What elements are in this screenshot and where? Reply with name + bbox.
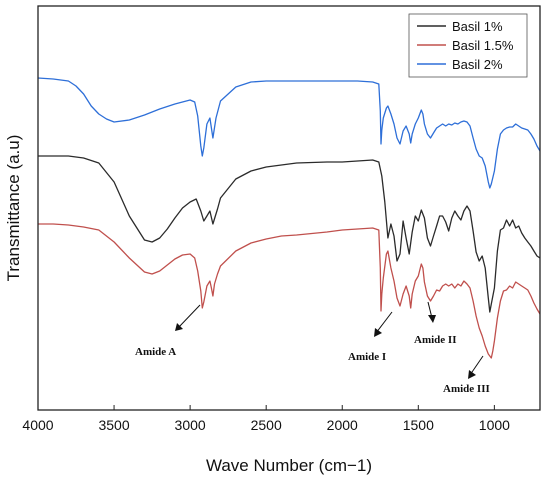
x-tick-label: 2000 — [327, 417, 358, 433]
plot-frame — [37, 5, 541, 411]
legend-label-basil-1: Basil 1% — [452, 19, 503, 34]
arrow-amide-i-head — [374, 328, 382, 337]
annotation-label-amide-i: Amide I — [348, 351, 386, 363]
x-tick-label: 1500 — [403, 417, 434, 433]
series-layer — [37, 77, 541, 359]
annotation-amide-iii: Amide III — [443, 355, 490, 395]
annotation-amide-a: Amide A — [135, 304, 201, 358]
y-axis-title: Transmittance (a.u) — [4, 135, 23, 282]
arrow-amide-iii-shaft — [469, 355, 484, 376]
legend-label-basil-2: Basil 2% — [452, 57, 503, 72]
annotation-amide-ii: Amide II — [414, 301, 456, 346]
x-tick-label: 1000 — [479, 417, 510, 433]
annotations: Amide A Amide I Amide II Amide III — [135, 301, 490, 395]
annotation-label-amide-a: Amide A — [135, 346, 176, 358]
arrow-amide-a-shaft — [177, 304, 201, 329]
legend: Basil 1% Basil 1.5% Basil 2% — [408, 13, 528, 78]
annotation-label-amide-ii: Amide II — [414, 334, 456, 346]
x-tick-label: 4000 — [22, 417, 53, 433]
arrow-amide-i-shaft — [375, 311, 393, 334]
x-tick-label: 3000 — [175, 417, 206, 433]
x-tick-label: 3500 — [98, 417, 129, 433]
legend-label-basil-1-5: Basil 1.5% — [452, 38, 514, 53]
arrow-amide-a-head — [175, 323, 183, 331]
series-line-2 — [38, 223, 541, 359]
series-line-3 — [37, 77, 541, 189]
arrow-amide-ii-head — [428, 315, 436, 323]
series-line-1 — [38, 155, 541, 313]
annotation-label-amide-iii: Amide III — [443, 383, 490, 395]
x-axis-ticks: 4000 3500 3000 2500 2000 1500 1000 — [22, 405, 510, 433]
x-axis-title: Wave Number (cm−1) — [206, 456, 372, 475]
annotation-amide-i: Amide I — [348, 311, 393, 363]
x-tick-label: 2500 — [251, 417, 282, 433]
arrow-amide-iii-head — [468, 370, 476, 379]
